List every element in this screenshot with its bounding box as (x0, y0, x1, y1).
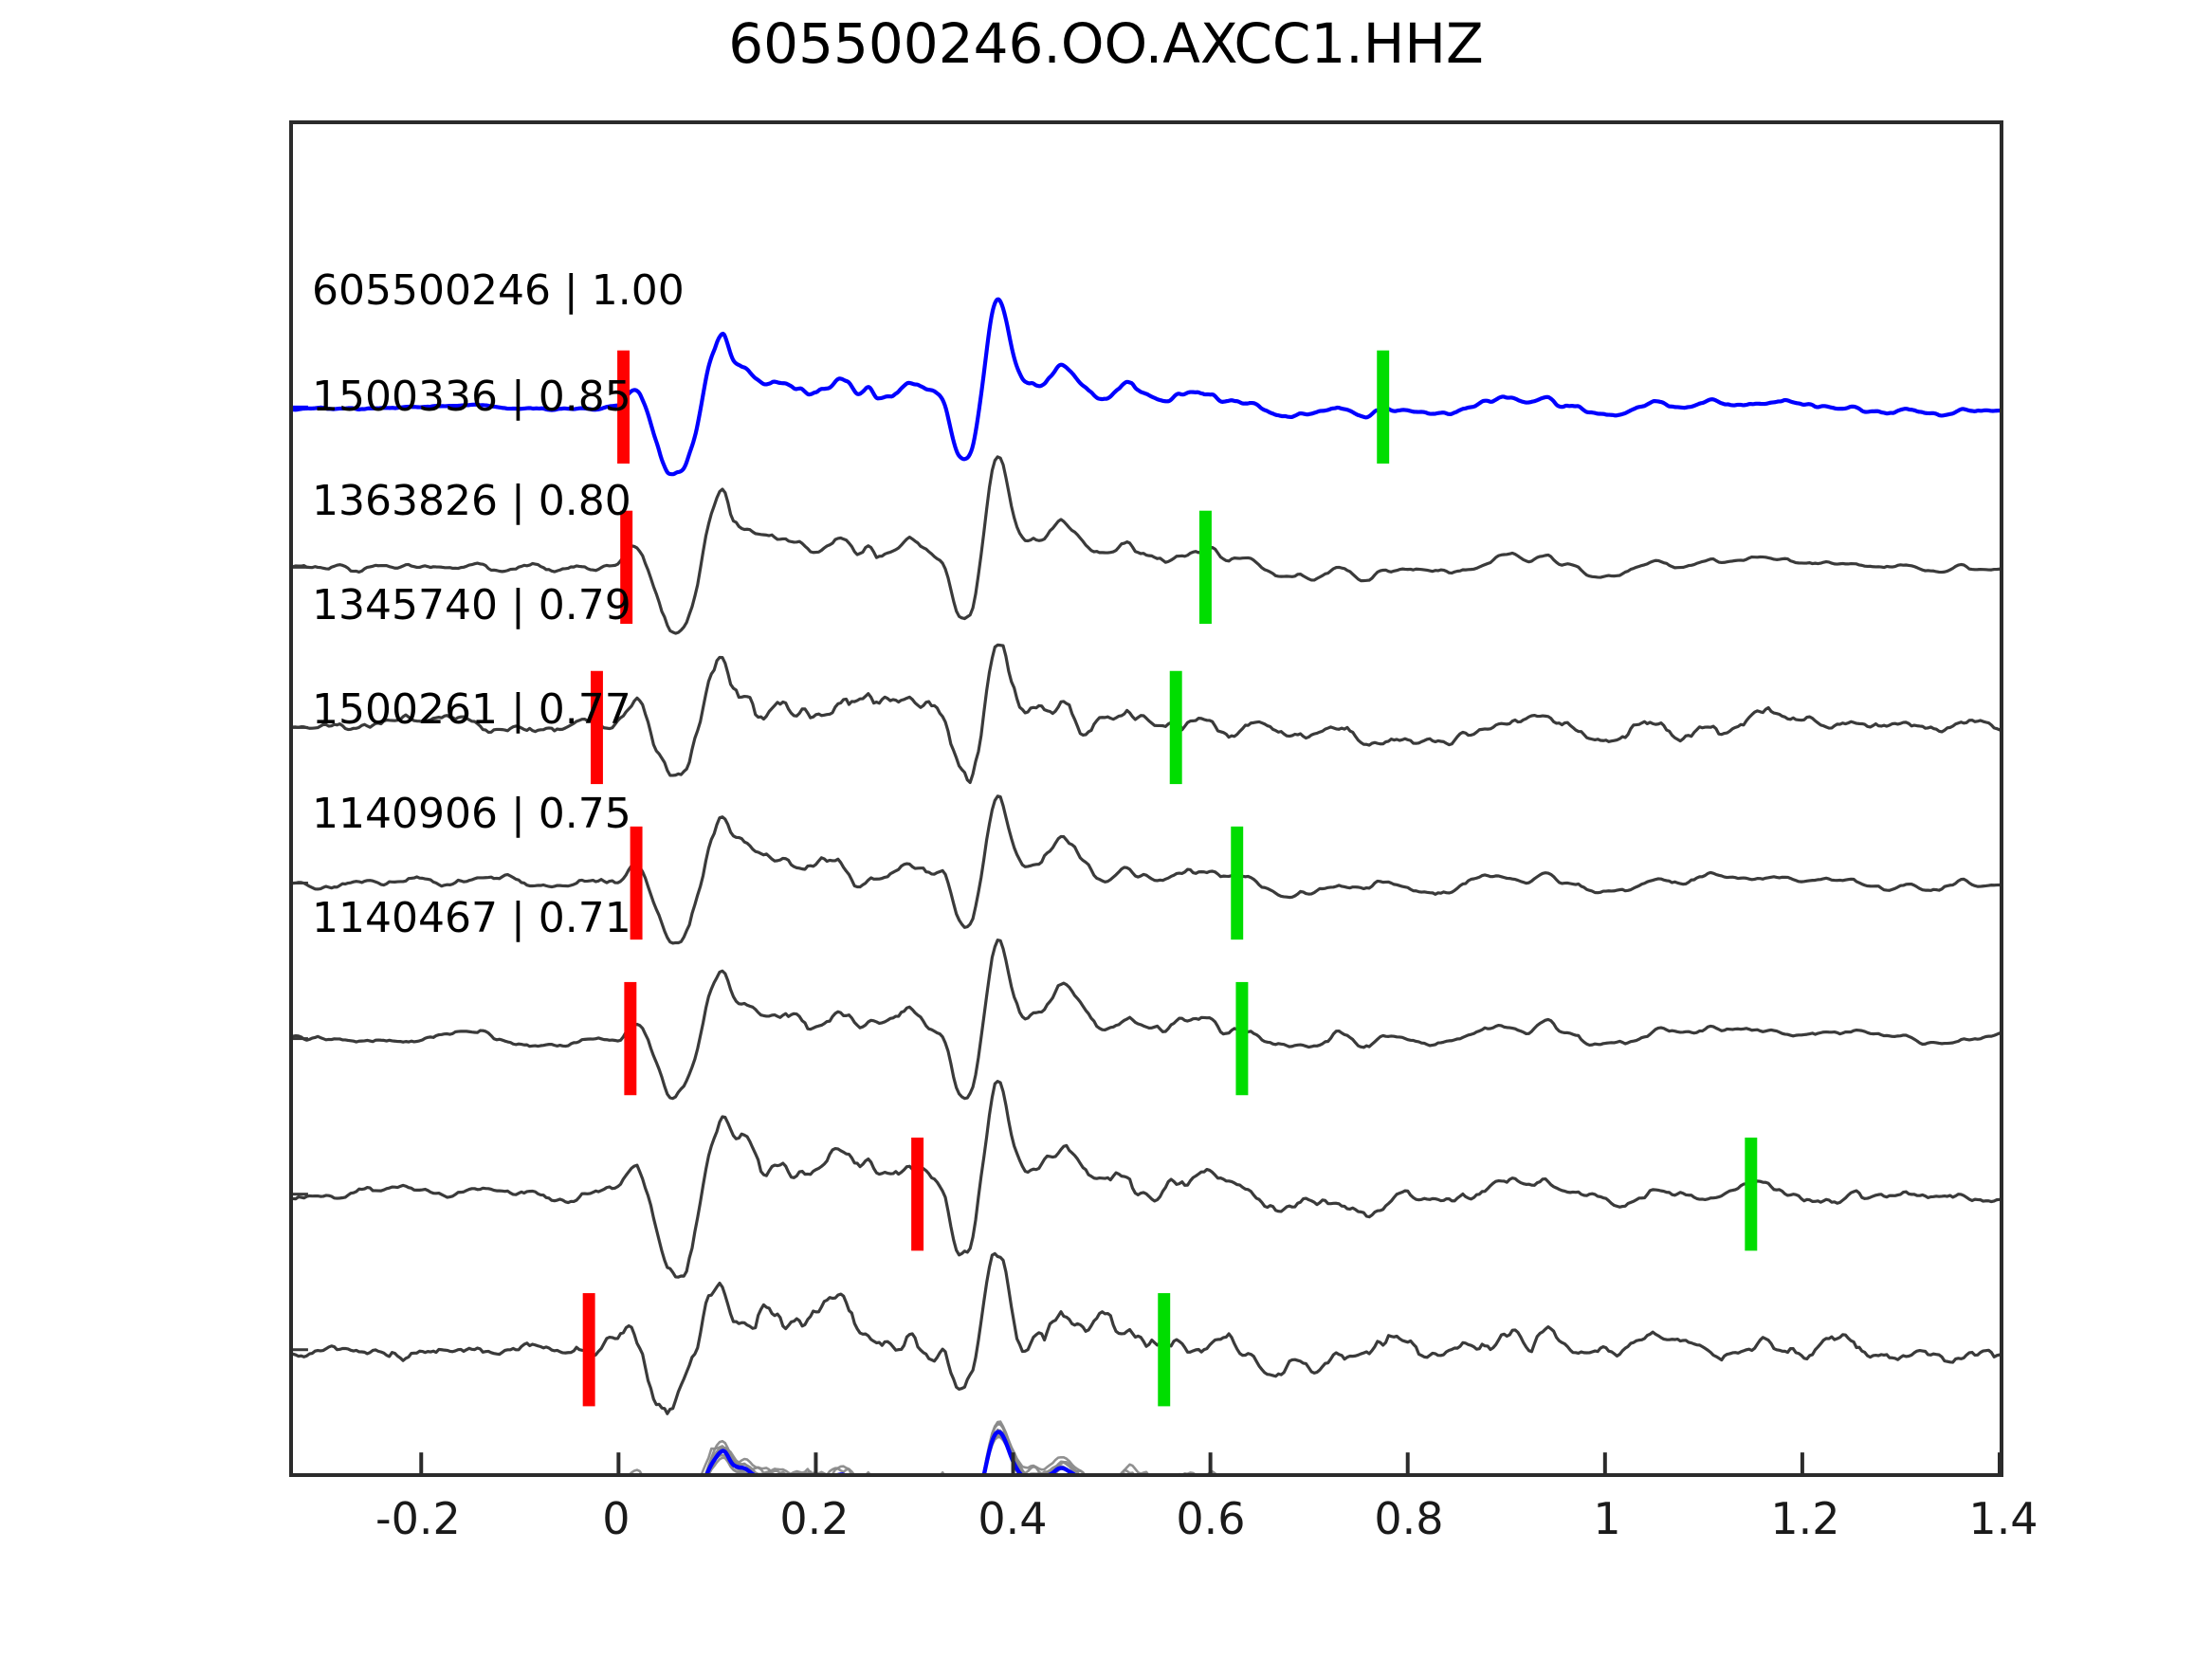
primary-pick-marker-1345740 (630, 826, 643, 940)
waveform-trace-1345740 (293, 794, 2000, 945)
stack-member-trace-1363826 (629, 1429, 1149, 1473)
x-tick-label-7: 1.2 (1770, 1493, 1840, 1544)
secondary-pick-marker-1140467 (1158, 1293, 1171, 1407)
x-tick-label-8: 1.4 (1968, 1493, 2038, 1544)
stack-member-trace-1500261 (704, 1420, 1086, 1473)
secondary-pick-marker-1500336 (1198, 510, 1212, 625)
x-tick-label-5: 0.8 (1374, 1493, 1444, 1544)
primary-pick-marker-1363826 (590, 670, 603, 785)
stack-member-trace-605500246 (707, 1435, 1073, 1473)
x-axis-tick-labels: -0.2 0 0.2 0.4 0.6 0.8 1 1.2 1.4 (289, 1493, 2038, 1578)
waveform-trace-1140906 (293, 1080, 2000, 1279)
stack-member-trace-1345740 (706, 1433, 1075, 1473)
waveform-trace-1363826 (293, 643, 2000, 785)
primary-pick-marker-1140906 (911, 1137, 924, 1251)
waveform-trace-1500336 (293, 455, 2000, 635)
x-tick-label-1: 0 (602, 1493, 631, 1544)
x-tick-label-6: 1 (1593, 1493, 1621, 1544)
x-tick-label-2: 0.2 (779, 1493, 850, 1544)
primary-pick-marker-605500246 (617, 350, 631, 464)
x-tick-label-4: 0.6 (1176, 1493, 1246, 1544)
secondary-pick-marker-605500246 (1377, 350, 1390, 464)
primary-pick-marker-1500336 (620, 510, 633, 625)
stack-member-trace-1140467 (701, 1428, 1217, 1473)
page-title: 605500246.OO.AXCC1.HHZ (728, 11, 1484, 76)
secondary-pick-marker-1140906 (1745, 1137, 1758, 1251)
waveform-trace-605500246 (293, 297, 2000, 477)
x-tick-label-3: 0.4 (978, 1493, 1048, 1544)
primary-pick-marker-1500261 (624, 981, 637, 1096)
secondary-pick-marker-1345740 (1231, 826, 1244, 940)
secondary-pick-marker-1363826 (1169, 670, 1182, 785)
secondary-pick-marker-1500261 (1235, 981, 1249, 1096)
waveform-trace-1140467 (293, 1251, 2000, 1415)
waveform-trace-1500261 (293, 939, 2000, 1101)
stack-member-trace-1500336 (704, 1421, 1077, 1473)
x-tick-label-0: -0.2 (375, 1493, 461, 1544)
primary-pick-marker-1140467 (582, 1293, 595, 1407)
plot-axes: 605500246 | 1.00 1500336 | 0.85 1363826 | … (289, 120, 2003, 1477)
stack-member-trace-1140906 (708, 1423, 1126, 1473)
stack-mean-trace (704, 1430, 1076, 1473)
waveform-canvas (293, 297, 2000, 1473)
